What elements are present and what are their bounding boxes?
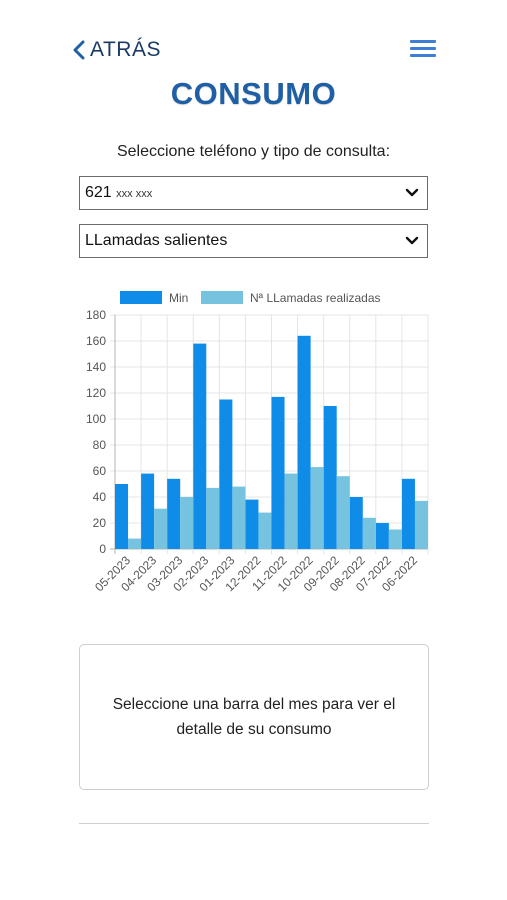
- detail-info-text: Seleccione una barra del mes para ver el…: [112, 696, 396, 738]
- phone-select-value: 621 xxx xxx: [85, 184, 405, 202]
- bar-min-06-2022[interactable]: [401, 478, 415, 549]
- bar-min-08-2022[interactable]: [349, 497, 363, 549]
- bar-min-12-2022[interactable]: [245, 499, 259, 549]
- y-tick-label: 0: [99, 542, 106, 556]
- bar-min-10-2022[interactable]: [297, 335, 311, 549]
- bar-calls-11-2022[interactable]: [284, 473, 298, 549]
- chevron-down-icon: [405, 236, 419, 245]
- legend-swatch: [201, 291, 243, 304]
- bar-calls-06-2022[interactable]: [414, 500, 428, 549]
- chevron-left-icon: [73, 40, 85, 60]
- y-tick-label: 120: [86, 386, 106, 400]
- back-label: ATRÁS: [90, 38, 161, 61]
- back-button[interactable]: ATRÁS: [72, 38, 161, 62]
- y-tick-label: 180: [86, 308, 106, 322]
- bar-calls-02-2023[interactable]: [206, 487, 220, 549]
- bar-calls-05-2023[interactable]: [128, 538, 142, 549]
- detail-info-box: Seleccione una barra del mes para ver el…: [79, 644, 429, 790]
- bar-min-05-2023[interactable]: [115, 484, 129, 549]
- bar-calls-03-2023[interactable]: [180, 497, 194, 549]
- phone-prefix: 621: [85, 184, 112, 201]
- query-type-select[interactable]: LLamadas salientes: [79, 224, 428, 258]
- bar-calls-07-2022[interactable]: [388, 529, 402, 550]
- bar-min-03-2023[interactable]: [167, 478, 181, 549]
- y-tick-label: 20: [93, 516, 107, 530]
- legend-label: Min: [169, 291, 188, 305]
- bar-min-01-2023[interactable]: [219, 399, 233, 550]
- bar-calls-04-2023[interactable]: [154, 508, 168, 549]
- bar-min-07-2022[interactable]: [375, 523, 389, 549]
- phone-masked: xxx xxx: [116, 188, 153, 200]
- hamburger-menu-icon[interactable]: [410, 38, 436, 58]
- y-tick-label: 40: [93, 490, 107, 504]
- y-tick-label: 80: [93, 438, 107, 452]
- y-tick-label: 140: [86, 360, 106, 374]
- page-title: CONSUMO: [170, 76, 337, 111]
- query-type-value: LLamadas salientes: [85, 232, 228, 249]
- bar-min-04-2023[interactable]: [141, 473, 155, 549]
- bar-calls-09-2022[interactable]: [336, 476, 350, 549]
- bar-calls-08-2022[interactable]: [362, 517, 376, 549]
- chevron-down-icon: [405, 188, 419, 197]
- y-tick-label: 60: [93, 464, 107, 478]
- consumption-bar-chart[interactable]: 02040608010012014016018005-202304-202303…: [0, 282, 507, 612]
- y-tick-label: 100: [86, 412, 106, 426]
- legend-label: Nª LLamadas realizadas: [250, 291, 381, 305]
- legend-swatch: [120, 291, 162, 304]
- form-prompt: Seleccione teléfono y tipo de consulta:: [116, 143, 391, 160]
- bar-min-11-2022[interactable]: [271, 396, 285, 549]
- bar-min-09-2022[interactable]: [323, 406, 337, 549]
- phone-select[interactable]: 621 xxx xxx: [79, 176, 428, 210]
- bar-calls-12-2022[interactable]: [258, 512, 272, 549]
- bar-min-02-2023[interactable]: [193, 343, 207, 549]
- divider: [79, 823, 429, 824]
- bar-calls-01-2023[interactable]: [232, 486, 246, 549]
- bar-calls-10-2022[interactable]: [310, 467, 324, 549]
- y-tick-label: 160: [86, 334, 106, 348]
